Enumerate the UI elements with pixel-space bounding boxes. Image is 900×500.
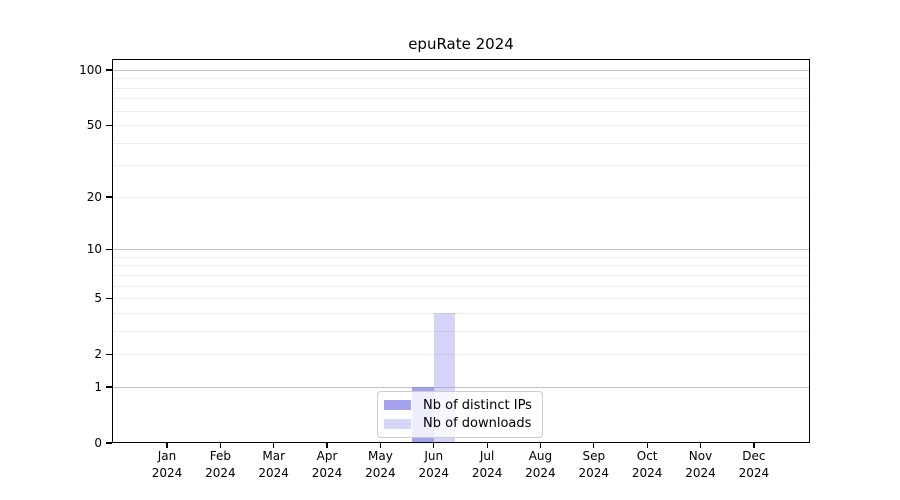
- legend-label-downloads: Nb of downloads: [423, 416, 532, 432]
- minor-gridline: [112, 265, 810, 267]
- y-tick-mark: [106, 386, 112, 388]
- x-tick-label: May 2024: [340, 448, 420, 481]
- x-tick-month: Jul: [479, 449, 495, 463]
- x-tick-mark: [273, 443, 275, 448]
- x-tick-year: 2024: [365, 465, 396, 480]
- y-tick-mark: [106, 297, 112, 299]
- x-tick-year: 2024: [738, 465, 770, 480]
- minor-gridline: [112, 142, 810, 144]
- x-tick-mark: [326, 443, 328, 448]
- x-tick-label: Aug 2024: [500, 448, 580, 481]
- legend: Nb of distinct IPs Nb of downloads: [377, 391, 543, 438]
- plot-area: [112, 59, 810, 443]
- x-tick-year: 2024: [578, 465, 610, 480]
- y-tick-label: 10: [86, 242, 102, 257]
- x-tick-mark: [166, 443, 168, 448]
- x-tick-month: Jun: [424, 449, 444, 463]
- x-tick-mark: [379, 443, 382, 448]
- legend-item-downloads: Nb of downloads: [384, 416, 536, 431]
- x-tick-month: Apr: [316, 449, 338, 463]
- x-tick-year: 2024: [471, 465, 503, 480]
- x-tick-year: 2024: [205, 465, 236, 480]
- minor-gridline: [112, 285, 810, 287]
- y-tick-label: 50: [86, 118, 102, 133]
- x-tick-month: May: [367, 449, 393, 463]
- major-gridline: [112, 70, 810, 71]
- y-tick-label: 100: [79, 63, 102, 77]
- x-tick-label: Jan 2024: [127, 448, 207, 481]
- x-tick-mark: [753, 443, 755, 448]
- minor-gridline: [112, 110, 810, 112]
- y-tick-mark: [106, 69, 112, 71]
- x-tick-mark: [486, 443, 488, 448]
- y-tick-mark: [106, 442, 112, 444]
- x-tick-mark: [646, 443, 648, 448]
- x-tick-year: 2024: [151, 465, 183, 480]
- x-tick-year: 2024: [525, 465, 556, 480]
- minor-gridline: [112, 87, 810, 89]
- y-tick-mark: [106, 124, 112, 126]
- minor-gridline: [112, 196, 810, 198]
- y-tick-mark: [106, 196, 112, 198]
- minor-gridline: [112, 274, 810, 276]
- chart-title: epuRate 2024: [408, 35, 514, 53]
- minor-gridline: [112, 298, 810, 300]
- x-tick-month: Nov: [688, 449, 713, 463]
- x-tick-label: Apr 2024: [287, 448, 367, 481]
- y-tick-label: 1: [94, 379, 102, 394]
- x-tick-label: Oct 2024: [607, 448, 687, 481]
- x-tick-label: Jun 2024: [394, 448, 474, 481]
- x-tick-mark: [219, 443, 222, 448]
- x-tick-month: Aug: [528, 449, 553, 463]
- x-tick-year: 2024: [258, 465, 289, 480]
- x-tick-year: 2024: [631, 465, 663, 480]
- x-tick-label: Mar 2024: [234, 448, 314, 481]
- x-tick-year: 2024: [418, 465, 450, 480]
- x-tick-month: Sep: [582, 449, 606, 463]
- y-tick-label: 20: [86, 189, 102, 204]
- x-tick-label: Dec 2024: [714, 448, 794, 481]
- minor-gridline: [112, 256, 810, 258]
- x-tick-label: Jul 2024: [447, 448, 527, 481]
- legend-label-distinct-ips: Nb of distinct IPs: [423, 397, 532, 413]
- major-gridline: [112, 249, 810, 251]
- x-tick-month: Feb: [209, 449, 231, 463]
- major-gridline: [112, 386, 810, 388]
- y-tick-label: 0: [94, 436, 102, 450]
- minor-gridline: [112, 125, 810, 127]
- x-tick-mark: [699, 443, 702, 448]
- y-tick-mark: [106, 248, 112, 250]
- x-tick-label: Feb 2024: [180, 448, 260, 481]
- x-tick-year: 2024: [685, 465, 716, 480]
- minor-gridline: [112, 354, 810, 356]
- x-tick-label: Nov 2024: [661, 448, 741, 481]
- minor-gridline: [112, 312, 810, 314]
- legend-item-distinct-ips: Nb of distinct IPs: [384, 398, 536, 413]
- y-tick-mark: [106, 353, 112, 355]
- x-tick-label: Sep 2024: [554, 448, 634, 481]
- x-tick-month: Dec: [742, 449, 766, 463]
- x-tick-month: Mar: [262, 449, 285, 463]
- y-tick-label: 5: [94, 291, 102, 306]
- minor-gridline: [112, 330, 810, 332]
- legend-swatch-downloads: [384, 418, 411, 429]
- x-tick-month: Oct: [636, 449, 658, 463]
- x-tick-year: 2024: [311, 465, 343, 480]
- minor-gridline: [112, 98, 810, 100]
- minor-gridline: [112, 165, 810, 167]
- x-tick-mark: [539, 443, 542, 448]
- x-tick-mark: [593, 443, 595, 448]
- legend-swatch-distinct-ips: [384, 400, 411, 411]
- minor-gridline: [112, 78, 810, 80]
- x-tick-mark: [433, 443, 435, 448]
- x-tick-month: Jan: [157, 449, 177, 463]
- y-tick-label: 2: [94, 347, 102, 362]
